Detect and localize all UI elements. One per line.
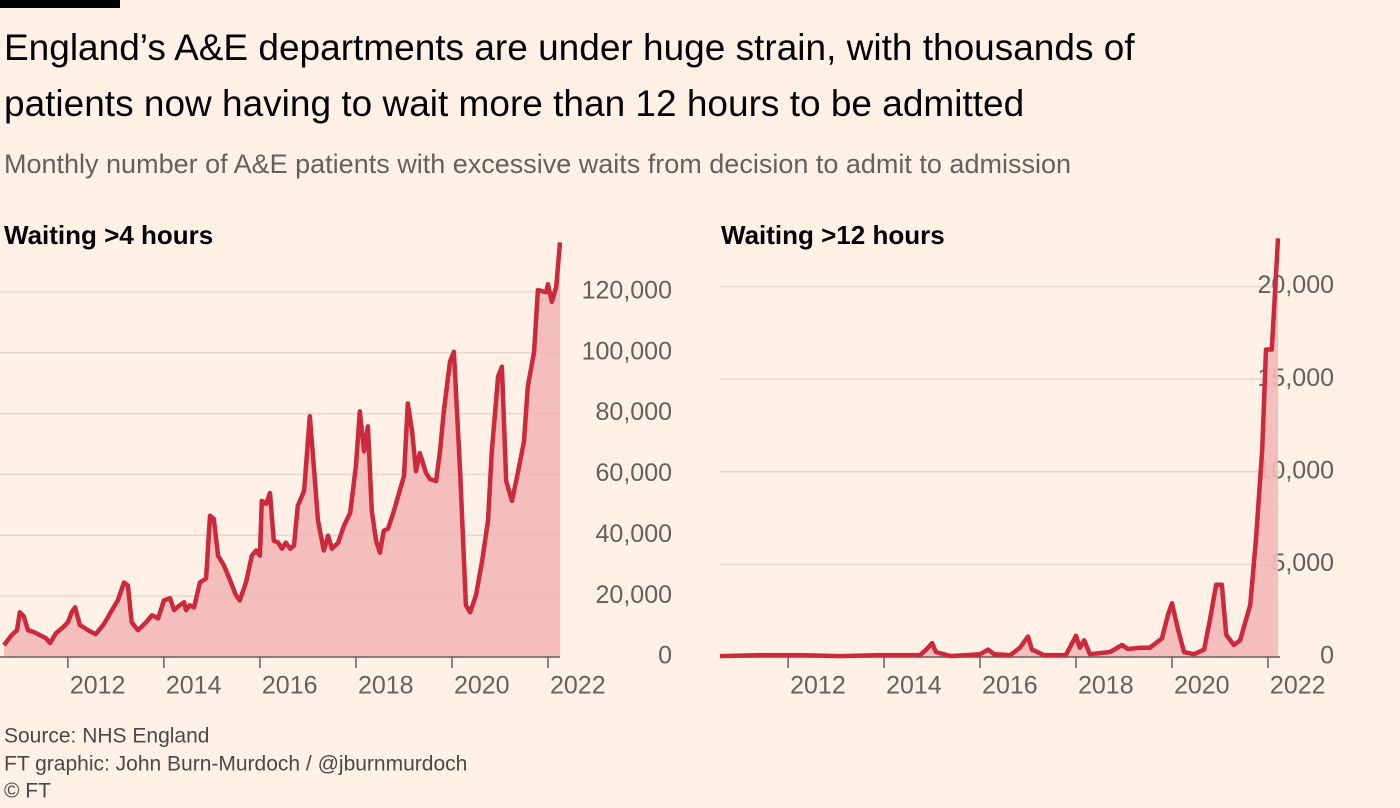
y-tick-label: 100,000: [582, 337, 672, 365]
x-tick-label: 2016: [262, 672, 318, 700]
y-tick-label: 60,000: [596, 459, 672, 487]
copyright: © FT: [4, 780, 51, 803]
x-tick-label: 2014: [166, 672, 222, 700]
y-tick-label: 80,000: [596, 398, 672, 426]
line: [719, 238, 1281, 659]
x-tick-label: 2022: [1270, 672, 1326, 700]
line: [2, 242, 563, 647]
y-tick-label: 20,000: [596, 581, 672, 609]
x-tick-label: 2018: [1078, 672, 1134, 700]
y-tick-label: 0: [1320, 642, 1334, 670]
panel-title: Waiting >4 hours: [4, 220, 213, 250]
x-tick-label: 2012: [70, 672, 126, 700]
x-tick-label: 2020: [454, 672, 510, 700]
y-tick-label: 120,000: [582, 276, 672, 304]
x-tick-label: 2016: [982, 672, 1038, 700]
area-fill: [4, 242, 560, 658]
x-tick-label: 2014: [886, 672, 942, 700]
x-tick-label: 2018: [358, 672, 414, 700]
subtitle: Monthly number of A&E patients with exce…: [4, 149, 1071, 179]
y-tick-label: 40,000: [596, 520, 672, 548]
credit: FT graphic: John Burn-Murdoch / @jburnmu…: [4, 753, 467, 776]
title-line: patients now having to wait more than 12…: [4, 83, 1024, 124]
brand-bar: [0, 0, 120, 8]
x-tick-label: 2020: [1174, 672, 1230, 700]
panel-title: Waiting >12 hours: [721, 220, 945, 250]
x-tick-label: 2012: [790, 672, 846, 700]
title-line: England’s A&E departments are under huge…: [4, 27, 1135, 68]
x-tick-label: 2022: [550, 672, 606, 700]
area-fill: [720, 238, 1278, 657]
y-tick-label: 20,000: [1258, 271, 1334, 299]
source: Source: NHS England: [4, 725, 209, 748]
y-tick-label: 0: [658, 642, 672, 670]
y-tick-label: 5,000: [1271, 549, 1334, 577]
